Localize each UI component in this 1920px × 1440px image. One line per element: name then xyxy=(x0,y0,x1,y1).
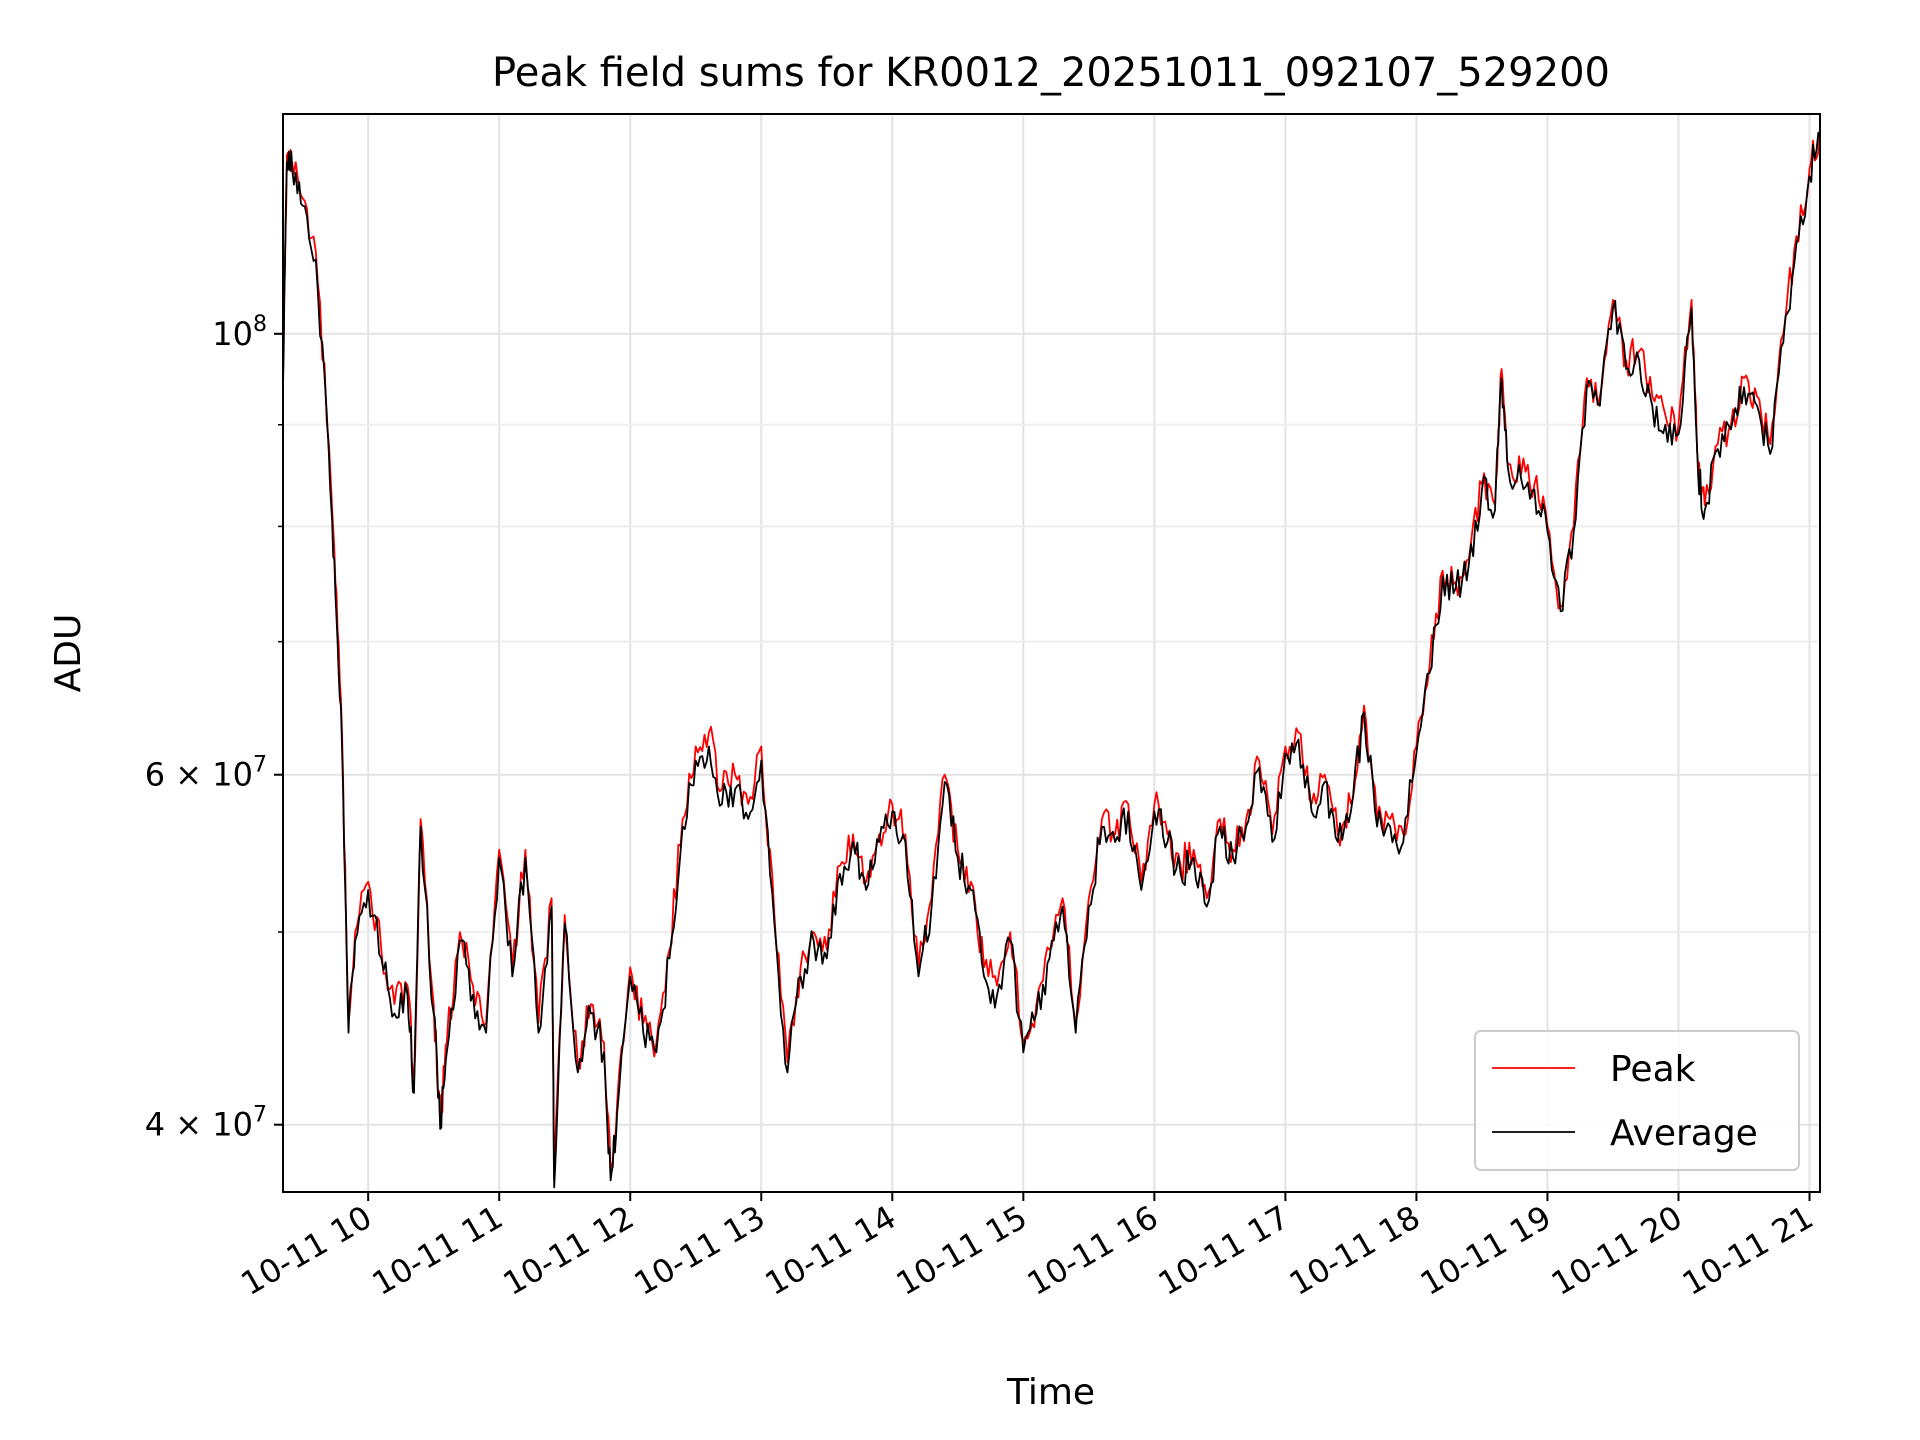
y-tick-label: 6 × 107 xyxy=(145,753,267,794)
series-group xyxy=(282,127,1821,1189)
grid xyxy=(283,114,1820,1192)
y-tick-label: 108 xyxy=(212,312,267,353)
chart-title: Peak field sums for KR0012_20251011_0921… xyxy=(492,50,1610,96)
x-axis-label: Time xyxy=(1006,1372,1095,1413)
series-line-average xyxy=(282,131,1821,1189)
y-axis-ticks: 108 6 × 107 4 × 107 xyxy=(145,312,283,1144)
y-axis-label: ADU xyxy=(48,614,89,693)
legend-peak-label: Peak xyxy=(1610,1049,1696,1090)
legend-average-label: Average xyxy=(1610,1113,1758,1154)
legend-box xyxy=(1474,1030,1800,1171)
legend: Peak Average xyxy=(1474,1030,1800,1171)
plot-frame xyxy=(282,113,1821,1193)
y-tick-label: 4 × 107 xyxy=(145,1103,267,1144)
